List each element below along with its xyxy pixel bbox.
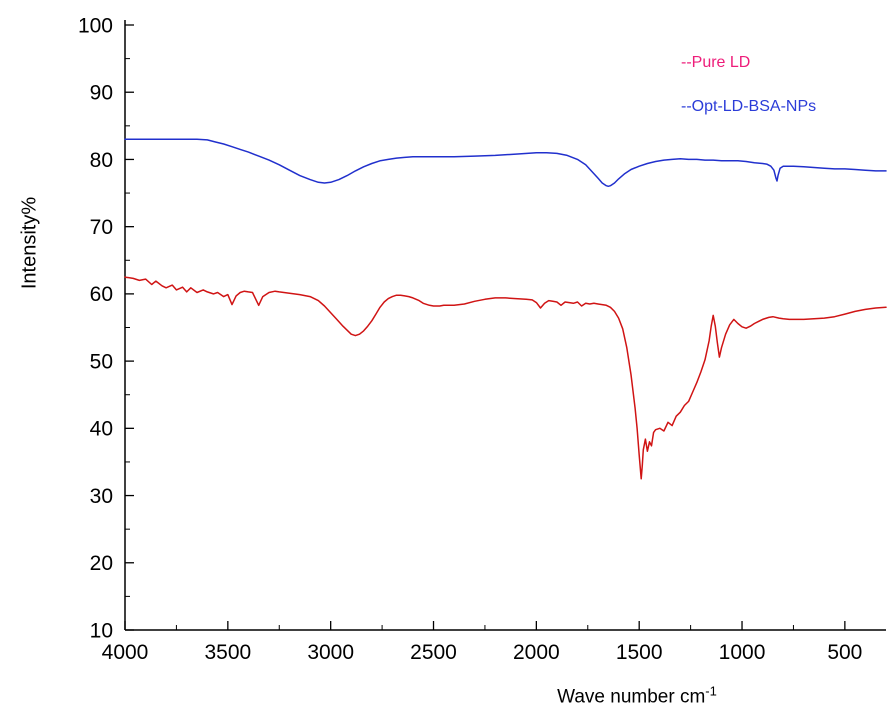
y-tick-label: 30: [90, 485, 113, 508]
legend-item-pure-ld: --Pure LD: [681, 54, 751, 71]
x-tick-label: 1000: [719, 641, 766, 664]
x-tick-label: 1500: [616, 641, 663, 664]
series-line-pure-ld: [124, 276, 887, 480]
x-tick-label: 2500: [410, 641, 457, 664]
y-tick-label: 20: [90, 552, 113, 575]
legend: --Pure LD --Opt-LD-BSA-NPs: [681, 54, 816, 142]
y-tick-label: 70: [90, 216, 113, 239]
series-line-opt-ld-bsa-nps: [124, 138, 887, 188]
y-tick-label: 10: [90, 619, 113, 642]
legend-item-opt-ld-bsa-nps: --Opt-LD-BSA-NPs: [681, 98, 817, 115]
y-axis-title: Intensity%: [18, 196, 41, 290]
y-tick-label: 60: [90, 283, 113, 306]
x-axis-title: Wave number cm-1: [557, 683, 717, 708]
y-tick-label: 80: [90, 149, 113, 172]
x-axis-title-text: Wave number cm: [557, 686, 706, 708]
x-tick-label: 3500: [204, 641, 251, 664]
x-axis-title-exponent: -1: [705, 683, 717, 699]
x-tick-label: 500: [827, 641, 862, 664]
x-tick-label: 2000: [513, 641, 560, 664]
y-tick-label: 90: [90, 82, 113, 105]
y-tick-label: 100: [78, 14, 113, 37]
y-tick-label: 40: [90, 418, 113, 441]
y-tick-label: 50: [90, 350, 113, 373]
x-tick-label: 4000: [102, 641, 149, 664]
x-tick-label: 3000: [307, 641, 354, 664]
